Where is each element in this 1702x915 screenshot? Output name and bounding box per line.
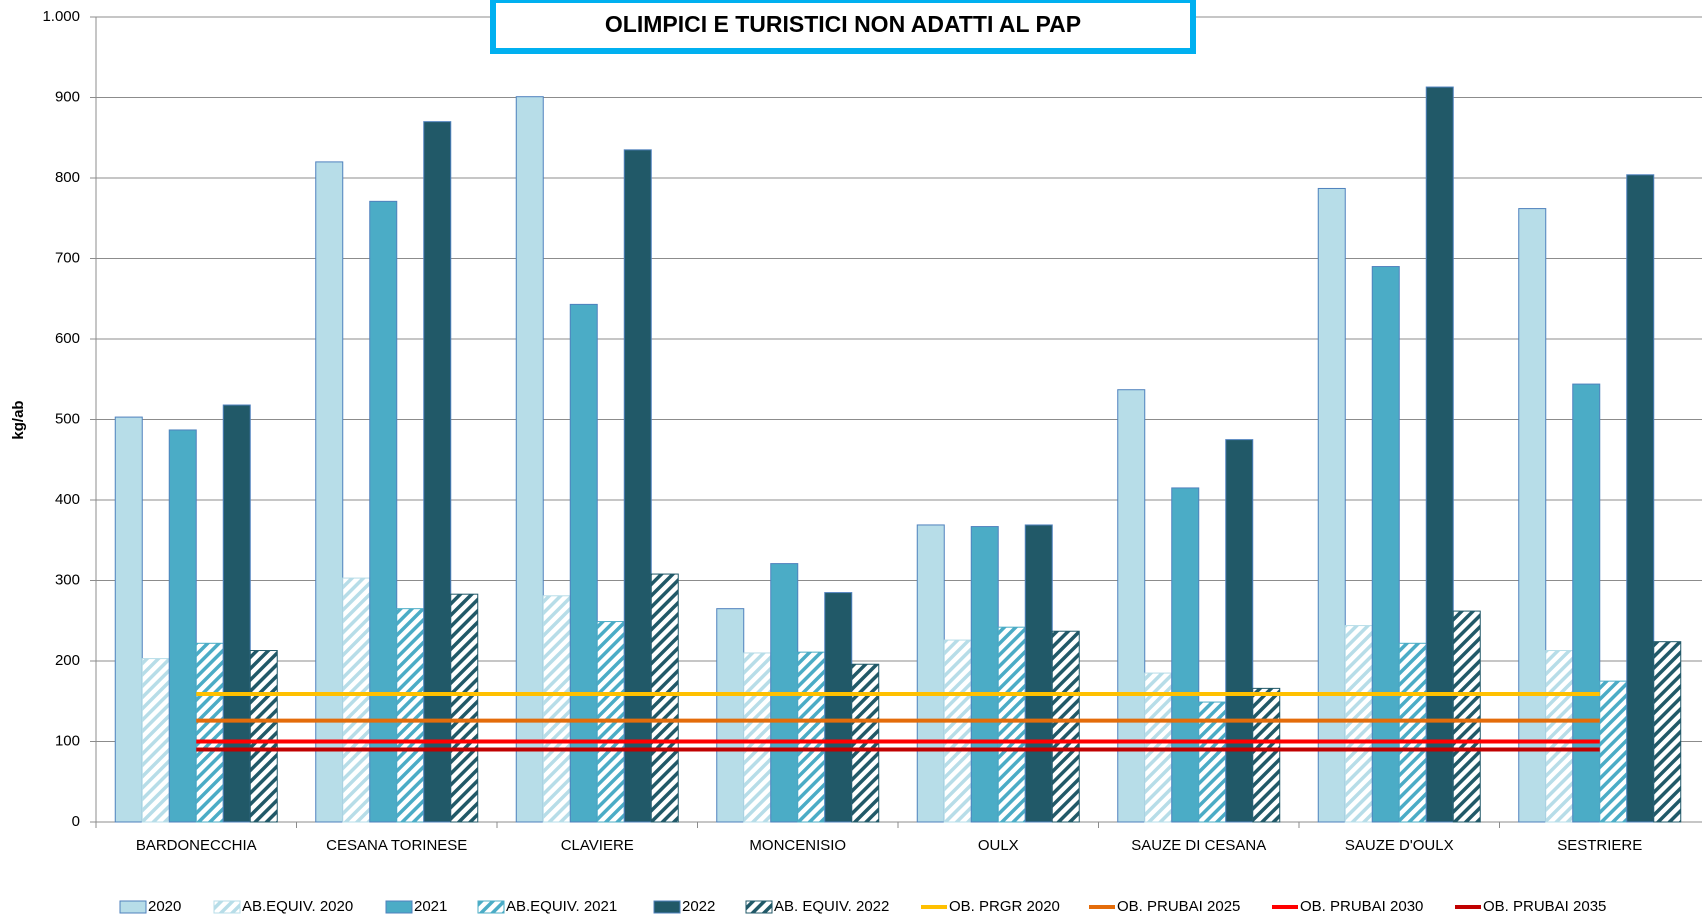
y-tick-label: 700 (55, 249, 80, 266)
legend-label: 2020 (148, 898, 181, 915)
bar (1572, 383, 1601, 823)
x-tick-label: SAUZE D'OULX (1345, 837, 1454, 854)
bar (1452, 610, 1481, 823)
y-tick-label: 100 (55, 732, 80, 749)
bar (1626, 174, 1655, 823)
x-tick-label: BARDONECCHIA (136, 837, 257, 854)
bar (1425, 86, 1454, 823)
legend-label: AB.EQUIV. 2020 (242, 898, 353, 915)
bar (114, 416, 143, 823)
bar (716, 608, 745, 823)
y-tick-label: 600 (55, 330, 80, 347)
bar (542, 595, 571, 823)
x-tick-label: OULX (978, 837, 1019, 854)
bar (515, 96, 544, 823)
x-tick-label: CLAVIERE (561, 837, 634, 854)
legend-label: AB. EQUIV. 2022 (774, 898, 889, 915)
bar (1252, 687, 1281, 823)
bar (195, 642, 224, 823)
bar (168, 429, 197, 823)
x-tick-label: MONCENISIO (749, 837, 846, 854)
bar (569, 303, 598, 823)
bar (1653, 641, 1682, 823)
bar (1024, 524, 1053, 823)
y-axis-label: kg/ab (10, 400, 27, 439)
legend-swatch (119, 900, 147, 914)
bar (423, 121, 452, 823)
bar (916, 524, 945, 823)
bar (396, 608, 425, 823)
title-box (490, 0, 1196, 54)
bar (1371, 266, 1400, 823)
legend-swatch (385, 900, 413, 914)
legend-label: 2021 (414, 898, 447, 915)
bar (1051, 630, 1080, 823)
legend-label: OB. PRUBAI 2035 (1483, 898, 1606, 915)
bar (970, 526, 999, 823)
bar (1171, 487, 1200, 823)
y-tick-label: 0 (72, 813, 80, 830)
chart-title: OLIMPICI E TURISTICI NON ADATTI AL PAP (605, 11, 1081, 37)
bar (797, 651, 826, 823)
bar (369, 200, 398, 823)
bar (1518, 208, 1547, 823)
legend-swatch (477, 900, 505, 914)
legend-label: AB.EQUIV. 2021 (506, 898, 617, 915)
x-tick-label: CESANA TORINESE (326, 837, 467, 854)
bar (315, 161, 344, 823)
bar (824, 592, 853, 823)
bar (1545, 650, 1574, 823)
bar (943, 639, 972, 823)
bar (1344, 625, 1373, 823)
bar (997, 626, 1026, 823)
bar (342, 577, 371, 823)
bar (450, 593, 479, 823)
bar (1599, 680, 1628, 823)
y-tick-label: 300 (55, 571, 80, 588)
y-tick-label: 200 (55, 652, 80, 669)
bar (1144, 672, 1173, 823)
y-tick-label: 400 (55, 491, 80, 508)
legend-swatch (213, 900, 241, 914)
bar (249, 650, 278, 823)
bar (141, 658, 170, 823)
bar (222, 404, 251, 823)
y-tick-label: 500 (55, 410, 80, 427)
legend-label: 2022 (682, 898, 715, 915)
legend-label: OB. PRGR 2020 (949, 898, 1060, 915)
bar (623, 149, 652, 823)
x-tick-label: SAUZE DI CESANA (1131, 837, 1266, 854)
bar (743, 652, 772, 823)
bar (1117, 389, 1146, 823)
bar (1398, 642, 1427, 823)
legend-label: OB. PRUBAI 2030 (1300, 898, 1423, 915)
legend-label: OB. PRUBAI 2025 (1117, 898, 1240, 915)
y-tick-label: 900 (55, 88, 80, 105)
bar (1225, 439, 1254, 823)
bar (1317, 187, 1346, 823)
legend-swatch (653, 900, 681, 914)
y-tick-label: 1.000 (42, 8, 80, 25)
bar (650, 573, 679, 823)
x-tick-label: SESTRIERE (1557, 837, 1642, 854)
y-tick-label: 800 (55, 169, 80, 186)
legend-swatch (745, 900, 773, 914)
